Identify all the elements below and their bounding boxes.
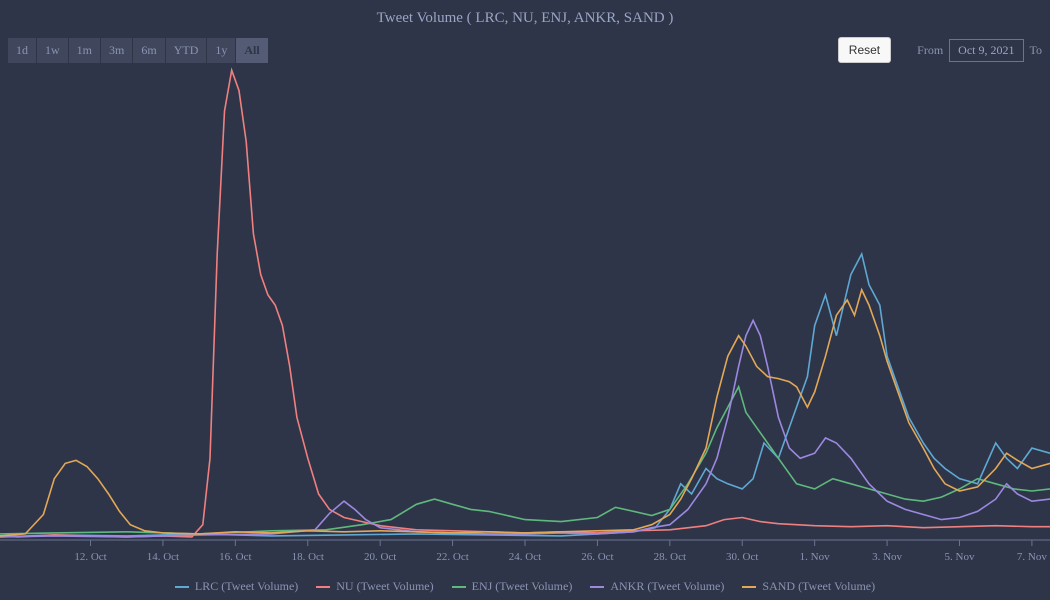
range-button-3m[interactable]: 3m [101, 38, 132, 63]
legend-swatch [175, 586, 189, 588]
x-tick-label: 28. Oct [654, 551, 686, 563]
chart-title: Tweet Volume ( LRC, NU, ENJ, ANKR, SAND … [0, 0, 1050, 33]
series-line [0, 70, 1050, 537]
series-line [0, 290, 1050, 536]
legend-swatch [452, 586, 466, 588]
date-range-controls: From Oct 9, 2021 To [917, 39, 1042, 62]
legend-item[interactable]: LRC (Tweet Volume) [175, 579, 298, 594]
x-tick-label: 24. Oct [509, 551, 541, 563]
line-chart-svg: 12. Oct 14. Oct 16. Oct 18. Oct 20. Oct 22. O… [0, 60, 1050, 570]
range-button-1m[interactable]: 1m [69, 38, 100, 63]
x-tick-label: 3. Nov [872, 551, 902, 563]
legend-label: LRC (Tweet Volume) [195, 579, 298, 594]
range-button-ytd[interactable]: YTD [166, 38, 207, 63]
range-button-all[interactable]: All [236, 38, 267, 63]
x-tick-label: 30. Oct [726, 551, 758, 563]
legend-label: ENJ (Tweet Volume) [472, 579, 573, 594]
range-button-1y[interactable]: 1y [207, 38, 235, 63]
legend-item[interactable]: ANKR (Tweet Volume) [590, 579, 724, 594]
range-button-1d[interactable]: 1d [8, 38, 36, 63]
chart-area: 12. Oct 14. Oct 16. Oct 18. Oct 20. Oct 22. O… [0, 60, 1050, 570]
range-button-6m[interactable]: 6m [133, 38, 164, 63]
legend-label: NU (Tweet Volume) [336, 579, 433, 594]
legend-item[interactable]: NU (Tweet Volume) [316, 579, 433, 594]
range-selector: 1d1w1m3m6mYTD1yAll [8, 38, 269, 63]
x-tick-label: 5. Nov [945, 551, 975, 563]
x-tick-label: 18. Oct [292, 551, 324, 563]
legend-swatch [316, 586, 330, 588]
legend: LRC (Tweet Volume) NU (Tweet Volume) ENJ (… [0, 579, 1050, 594]
legend-label: SAND (Tweet Volume) [762, 579, 875, 594]
series-line [0, 254, 1050, 537]
x-tick-label: 22. Oct [436, 551, 468, 563]
series-line [0, 320, 1050, 537]
x-tick-label: 14. Oct [147, 551, 179, 563]
legend-swatch [742, 586, 756, 588]
series-line [0, 387, 1050, 534]
legend-item[interactable]: SAND (Tweet Volume) [742, 579, 875, 594]
legend-label: ANKR (Tweet Volume) [610, 579, 724, 594]
legend-item[interactable]: ENJ (Tweet Volume) [452, 579, 573, 594]
from-date-input[interactable]: Oct 9, 2021 [949, 39, 1023, 62]
x-tick-label: 7. Nov [1017, 551, 1047, 563]
range-button-1w[interactable]: 1w [37, 38, 68, 63]
to-label: To [1030, 43, 1043, 58]
x-tick-label: 12. Oct [74, 551, 106, 563]
x-tick-label: 1. Nov [800, 551, 830, 563]
from-label: From [917, 43, 943, 58]
x-tick-label: 26. Oct [581, 551, 613, 563]
legend-swatch [590, 586, 604, 588]
x-tick-label: 16. Oct [219, 551, 251, 563]
x-tick-label: 20. Oct [364, 551, 396, 563]
